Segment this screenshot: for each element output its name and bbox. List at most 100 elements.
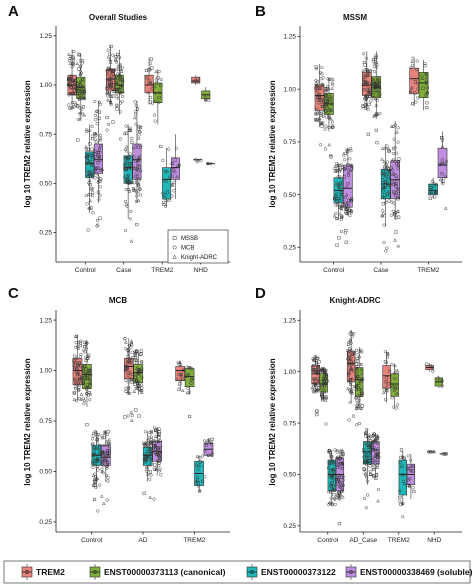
point: [87, 207, 91, 211]
point: [390, 396, 394, 400]
point: [115, 104, 119, 108]
point: [324, 94, 328, 98]
point: [328, 451, 332, 455]
point: [146, 438, 150, 442]
point: [145, 449, 150, 453]
point: [385, 386, 389, 390]
y-axis-label: log 10 TREM2 relative expression: [23, 80, 32, 207]
point: [341, 475, 345, 479]
point: [80, 78, 84, 82]
point: [90, 124, 94, 128]
point: [340, 489, 344, 493]
point: [376, 499, 380, 503]
point: [94, 134, 98, 138]
point: [74, 380, 78, 384]
point: [389, 124, 394, 128]
point: [440, 384, 444, 388]
point: [391, 158, 395, 162]
point: [372, 467, 376, 472]
point: [391, 168, 395, 172]
point: [91, 460, 95, 464]
point: [382, 223, 386, 227]
y-tick-label: 1.00: [283, 369, 296, 376]
point: [138, 130, 142, 134]
point: [394, 369, 399, 373]
point: [347, 347, 351, 351]
box-trem2: [425, 362, 435, 373]
point: [157, 100, 161, 105]
point: [94, 156, 98, 160]
point: [172, 189, 176, 193]
box-canonical: [114, 49, 125, 141]
point: [90, 134, 94, 138]
point: [175, 174, 179, 179]
point: [392, 190, 396, 194]
point: [153, 463, 157, 467]
point: [123, 175, 127, 179]
point: [389, 166, 393, 170]
point: [409, 464, 413, 468]
panel-letter: B: [255, 3, 266, 20]
point: [366, 132, 370, 136]
point: [204, 441, 208, 446]
point: [399, 448, 403, 452]
point: [90, 173, 95, 177]
point: [123, 415, 127, 419]
point: [323, 398, 327, 402]
point: [347, 361, 351, 366]
y-tick-label: 0.25: [39, 230, 52, 237]
point: [411, 56, 415, 60]
box-soluble: [437, 131, 448, 210]
point: [386, 352, 390, 356]
point: [98, 144, 103, 148]
point: [123, 199, 128, 204]
point: [88, 159, 92, 163]
point: [391, 385, 395, 389]
point: [157, 459, 161, 463]
point: [106, 443, 110, 448]
point: [406, 454, 410, 458]
point: [440, 172, 444, 176]
point: [145, 469, 149, 473]
point: [393, 146, 397, 150]
point: [111, 53, 115, 57]
point: [327, 93, 331, 97]
point: [359, 367, 363, 371]
point: [344, 229, 348, 233]
point: [366, 493, 370, 497]
point: [345, 148, 349, 152]
point: [371, 447, 375, 451]
y-tick-label: 0.25: [283, 244, 296, 251]
point: [210, 453, 214, 457]
point: [337, 185, 341, 189]
point: [93, 430, 97, 434]
box-canonical: [81, 340, 93, 427]
legend-point: [249, 570, 254, 575]
point: [195, 454, 200, 458]
point: [395, 385, 399, 389]
point: [161, 191, 165, 195]
point: [134, 190, 139, 194]
point: [91, 190, 95, 195]
point: [140, 390, 144, 394]
point: [93, 137, 97, 141]
point: [408, 458, 412, 462]
point: [126, 351, 131, 355]
point: [355, 357, 359, 361]
point: [76, 371, 80, 375]
point: [96, 468, 100, 472]
point: [92, 478, 96, 482]
point: [331, 125, 335, 129]
point: [320, 391, 324, 395]
point: [124, 167, 128, 171]
point: [81, 380, 85, 384]
point: [86, 228, 90, 232]
point: [135, 145, 139, 149]
point: [110, 86, 114, 90]
point: [397, 157, 401, 161]
point: [135, 358, 139, 363]
point: [155, 81, 159, 85]
box-canonical: [152, 69, 163, 149]
point: [72, 86, 76, 90]
point: [124, 187, 128, 192]
